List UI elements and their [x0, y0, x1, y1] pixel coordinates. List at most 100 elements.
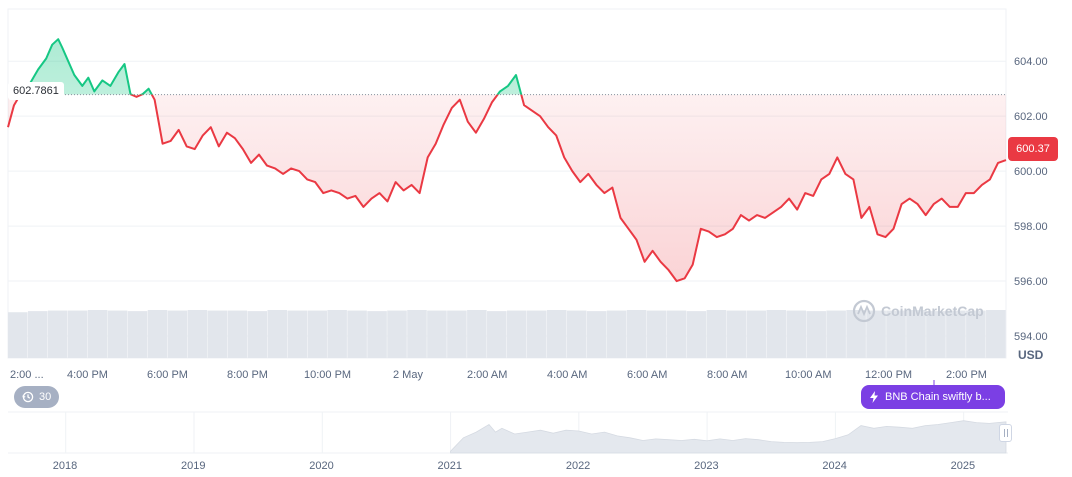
- volume-bar: [67, 310, 88, 358]
- coinmarketcap-logo-mark: [857, 304, 871, 317]
- navigator-year-labels: 2018 2019 2020 2021 2022 2023 2024 2025: [53, 460, 975, 472]
- coinmarketcap-watermark: CoinMarketCap: [852, 299, 984, 323]
- volume-bar: [726, 310, 747, 358]
- volume-bar: [786, 310, 806, 358]
- x-tick-label: 8:00 AM: [707, 369, 747, 381]
- volume-bar: [866, 310, 886, 358]
- reference-price-label: 602.7861: [8, 82, 64, 100]
- price-area-up: [20, 39, 522, 95]
- volume-bar: [207, 310, 228, 358]
- y-tick-label: 604.00: [1014, 56, 1048, 68]
- volume-bar: [467, 310, 487, 358]
- volume-bar: [407, 310, 427, 358]
- volume-bar: [986, 310, 1006, 358]
- volume-bar: [107, 310, 128, 358]
- volume-bar: [626, 310, 647, 358]
- volume-bar: [526, 310, 547, 358]
- y-tick-label: 598.00: [1014, 221, 1048, 233]
- volume-bar: [167, 310, 188, 358]
- navigator-year-label: 2019: [181, 460, 205, 472]
- volume-bar: [307, 310, 327, 358]
- volume-bar: [447, 310, 467, 358]
- volume-bar: [686, 311, 707, 358]
- volume-bar: [27, 311, 48, 358]
- x-tick-label: 8:00 PM: [227, 369, 268, 381]
- volume-bar: [187, 310, 208, 358]
- history-clock-icon: [22, 391, 34, 403]
- volume-bar: [586, 311, 607, 358]
- navigator-year-label: 2022: [566, 460, 590, 472]
- unit-label: USD: [1018, 348, 1044, 362]
- volume-bar: [746, 310, 767, 358]
- y-tick-label: 600.00: [1014, 166, 1048, 178]
- history-zoom-button[interactable]: 30: [14, 386, 60, 408]
- navigator-year-label: 2018: [53, 460, 77, 472]
- volume-bar: [227, 310, 248, 358]
- price-area: [8, 39, 1006, 282]
- coinmarketcap-logo-icon: [852, 299, 876, 323]
- price-line: [7, 38, 1007, 283]
- volume-bar: [826, 310, 846, 358]
- x-tick-label: 4:00 AM: [547, 369, 587, 381]
- volume-bar: [347, 310, 367, 358]
- volume-bar: [507, 310, 527, 358]
- y-tick-label: 602.00: [1014, 111, 1048, 123]
- navigator-scroll-handle[interactable]: [999, 424, 1012, 442]
- volume-bar: [806, 311, 826, 358]
- x-tick-label: 12:00 PM: [865, 369, 912, 381]
- volume-bar: [546, 310, 567, 358]
- volume-bar: [886, 310, 906, 358]
- volume-bar: [646, 310, 667, 358]
- current-price-badge: 600.37: [1008, 137, 1058, 161]
- x-tick-label: 10:00 AM: [785, 369, 831, 381]
- navigator-area[interactable]: [450, 420, 1007, 454]
- navigator-year-label: 2023: [694, 460, 718, 472]
- x-tick-label: 4:00 PM: [67, 369, 108, 381]
- x-tick-label: 6:00 AM: [627, 369, 667, 381]
- volume-bar: [287, 310, 307, 358]
- volume-bar: [8, 312, 28, 358]
- x-axis-ticks: 2:00 ... 4:00 PM 6:00 PM 8:00 PM 10:00 PM 2 M…: [10, 369, 987, 381]
- volume-bar: [267, 310, 288, 358]
- volume-bar: [327, 310, 347, 358]
- navigator-year-label: 2020: [309, 460, 333, 472]
- lightning-icon: [870, 391, 878, 403]
- x-tick-label: 6:00 PM: [147, 369, 188, 381]
- volume-bar: [846, 310, 866, 358]
- volume-bar: [766, 310, 787, 358]
- volume-bar: [666, 310, 687, 358]
- price-area-down: [8, 94, 1006, 282]
- volume-bar: [906, 310, 926, 358]
- volume-bar: [566, 310, 587, 358]
- news-event-text: BNB Chain swiftly b...: [885, 391, 991, 403]
- volume-bar: [127, 311, 148, 358]
- watermark-text: CoinMarketCap: [881, 303, 984, 319]
- price-line-down: [7, 94, 1007, 283]
- y-tick-label: 596.00: [1014, 276, 1048, 288]
- volume-bar: [387, 310, 407, 358]
- volume-bar: [367, 311, 387, 358]
- volume-bar: [946, 310, 966, 358]
- x-tick-label: 2:00 PM: [946, 369, 987, 381]
- volume-bar: [487, 311, 507, 358]
- x-tick-label: 2:00 AM: [467, 369, 507, 381]
- volume-bar: [87, 310, 108, 358]
- navigator-price-area: [450, 420, 1007, 454]
- volume-bar: [247, 311, 268, 358]
- y-tick-label: 594.00: [1014, 331, 1048, 343]
- volume-bar: [606, 310, 627, 358]
- volume-bars: [8, 310, 1006, 358]
- volume-bar: [47, 310, 68, 358]
- x-tick-label: 10:00 PM: [304, 369, 351, 381]
- navigator-year-label: 2021: [438, 460, 462, 472]
- zoom-label: 30: [39, 391, 52, 403]
- news-event-pill[interactable]: BNB Chain swiftly b...: [861, 385, 1005, 409]
- navigator-year-label: 2025: [951, 460, 975, 472]
- price-line-up: [19, 38, 523, 95]
- volume-bar: [147, 310, 168, 358]
- volume-bar: [706, 310, 727, 358]
- y-axis-ticks: 604.00 602.00 600.00 598.00 596.00 594.00: [1014, 56, 1048, 343]
- volume-bar: [926, 311, 946, 358]
